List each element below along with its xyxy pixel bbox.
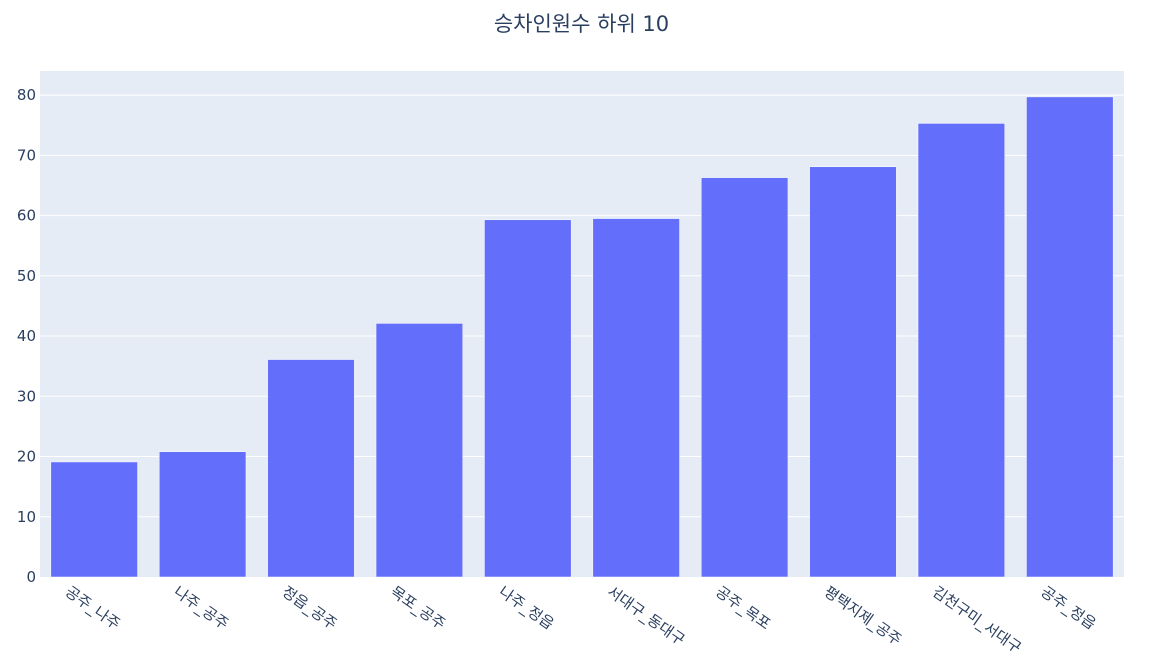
bars — [50, 96, 1114, 578]
bar[interactable] — [592, 218, 680, 578]
bar[interactable] — [917, 123, 1006, 578]
y-tick-label: 60 — [17, 207, 36, 225]
bar[interactable] — [700, 177, 789, 578]
y-tick-label: 10 — [17, 508, 36, 526]
x-tick-label: 나주_공주 — [170, 583, 232, 635]
x-tick-label: 공주_정읍 — [1037, 583, 1099, 635]
x-tick-label: 공주_목포 — [712, 583, 774, 635]
x-tick-label: 정읍_공주 — [278, 583, 340, 635]
x-tick-label: 김천구미_서대구 — [929, 583, 1025, 658]
bar[interactable] — [267, 359, 355, 578]
bar[interactable] — [809, 166, 897, 578]
y-tick-label: 70 — [17, 146, 36, 164]
bar[interactable] — [375, 323, 464, 578]
y-tick-label: 30 — [17, 387, 36, 405]
x-tick-label: 서대구_동대구 — [603, 583, 688, 650]
x-tick-label: 공주_나주 — [61, 583, 123, 635]
y-tick-label: 80 — [17, 86, 36, 104]
bar[interactable] — [158, 451, 247, 578]
bar[interactable] — [50, 461, 138, 578]
y-axis-ticks: 0 10 20 30 40 50 60 70 80 — [17, 86, 36, 586]
x-tick-label: 목포_공주 — [387, 583, 449, 635]
y-tick-label: 50 — [17, 267, 36, 285]
x-axis-ticks: 공주_나주 나주_공주 정읍_공주 목포_공주 나주_정읍 서대구_동대구 공주_목포 평택지… — [61, 583, 1099, 658]
bar[interactable] — [1026, 96, 1114, 578]
x-tick-label: 나주_정읍 — [495, 583, 557, 635]
y-tick-label: 20 — [17, 448, 36, 466]
y-tick-label: 0 — [26, 568, 36, 586]
x-tick-label: 평택지제_공주 — [820, 583, 905, 650]
bar[interactable] — [484, 219, 572, 578]
chart-title: 승차인원수 하위 10 — [493, 12, 670, 36]
y-tick-label: 40 — [17, 327, 36, 345]
